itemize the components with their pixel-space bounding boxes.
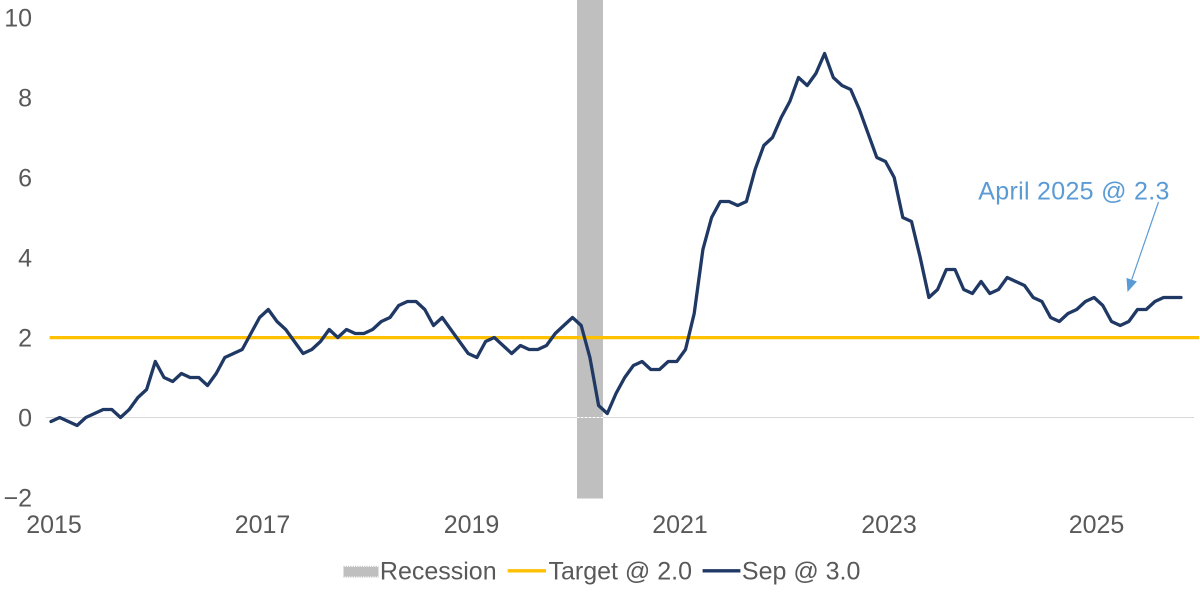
svg-text:2017: 2017: [235, 511, 291, 539]
svg-text:10: 10: [4, 5, 32, 33]
svg-text:−2: −2: [3, 485, 32, 513]
svg-text:2023: 2023: [861, 511, 917, 539]
svg-text:2025: 2025: [1069, 511, 1125, 539]
svg-text:Sep @ 3.0: Sep @ 3.0: [742, 558, 861, 586]
svg-text:0: 0: [18, 405, 32, 433]
svg-text:2015: 2015: [26, 511, 82, 539]
svg-text:Recession: Recession: [380, 558, 497, 586]
svg-text:2021: 2021: [652, 511, 708, 539]
svg-text:2: 2: [18, 325, 32, 353]
svg-text:Target @ 2.0: Target @ 2.0: [549, 558, 693, 586]
svg-text:8: 8: [18, 85, 32, 113]
svg-text:2019: 2019: [444, 511, 500, 539]
svg-text:6: 6: [18, 165, 32, 193]
svg-text:April 2025 @ 2.3: April 2025 @ 2.3: [978, 178, 1169, 206]
svg-text:4: 4: [18, 245, 32, 273]
